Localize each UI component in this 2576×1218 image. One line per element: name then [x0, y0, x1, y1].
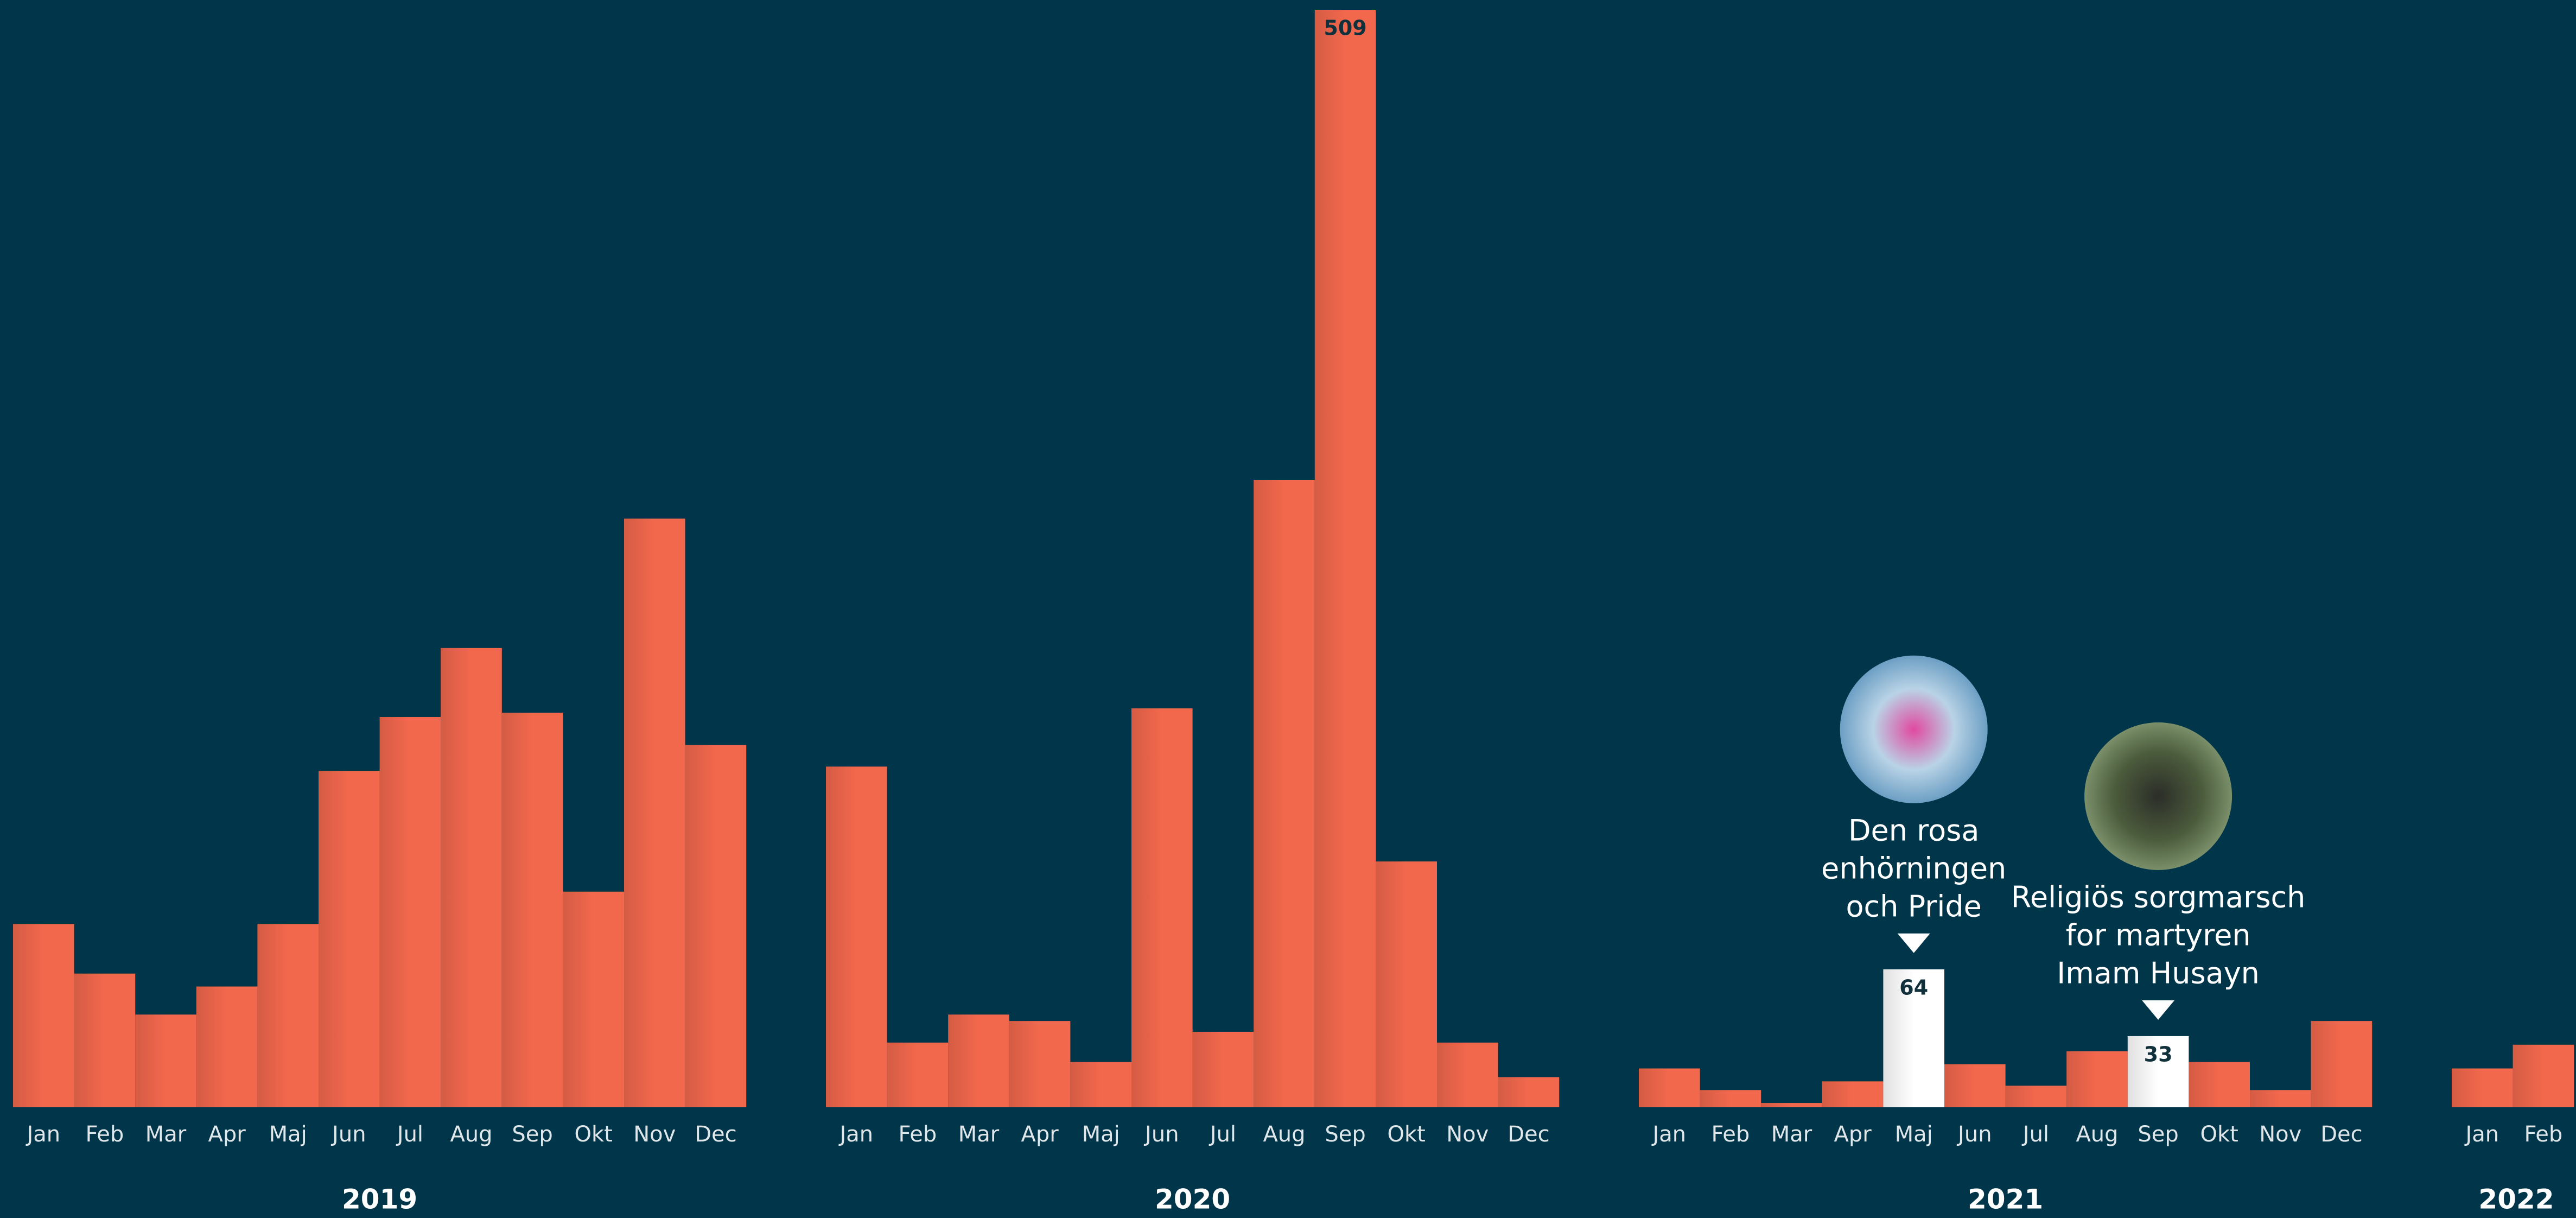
bar-shade: [1437, 1042, 1498, 1107]
bar-shade: [441, 648, 502, 1107]
bar-shade: [685, 745, 747, 1107]
x-tick-label: Nov: [633, 1122, 676, 1147]
bar-shade: [887, 1042, 949, 1107]
x-tick-label: Aug: [2076, 1122, 2118, 1147]
bar-shade: [826, 766, 887, 1107]
bar-shade: [1761, 1103, 1822, 1107]
year-label: 2020: [1155, 1184, 1230, 1215]
annotation-text: Religiös sorgmarsch: [2011, 880, 2306, 915]
x-tick-label: Jul: [2021, 1122, 2049, 1147]
x-tick-label: Jan: [1651, 1122, 1686, 1147]
x-tick-label: Jul: [1209, 1122, 1236, 1147]
value-label: 509: [1324, 16, 1366, 40]
x-tick-label: Dec: [695, 1122, 736, 1147]
annotation-text: och Pride: [1846, 889, 1981, 923]
x-tick-label: Jun: [1143, 1122, 1179, 1147]
x-tick-label: Jan: [25, 1122, 60, 1147]
x-tick-label: Jul: [396, 1122, 423, 1147]
bar-shade: [501, 713, 563, 1107]
value-label: 33: [2144, 1042, 2173, 1066]
annotation-text: for martyren: [2066, 918, 2251, 953]
bar-shade: [1822, 1081, 1884, 1107]
bar-shade: [2066, 1051, 2128, 1107]
bar-shade: [135, 1014, 196, 1107]
annotation-text: Den rosa: [1848, 813, 1979, 847]
year-label: 2021: [1968, 1184, 2043, 1215]
bar-shade: [1254, 480, 1315, 1107]
bar-shade: [13, 924, 74, 1107]
bar-shade: [319, 771, 380, 1107]
annotation-text: enhörningen: [1821, 851, 2006, 885]
bar-shade: [1070, 1062, 1131, 1107]
bar-shade: [2513, 1044, 2574, 1107]
year-label: 2019: [342, 1184, 417, 1215]
x-tick-label: Maj: [269, 1122, 307, 1147]
x-tick-label: Sep: [512, 1122, 552, 1147]
value-label: 64: [1899, 975, 1928, 999]
annotation-text: Imam Husayn: [2057, 956, 2260, 991]
x-tick-label: Feb: [898, 1122, 937, 1147]
x-tick-label: Okt: [1388, 1122, 1426, 1147]
bar-shade: [1498, 1077, 1560, 1107]
bar-shade: [2189, 1062, 2250, 1107]
x-tick-label: Aug: [1263, 1122, 1305, 1147]
x-tick-label: Okt: [2200, 1122, 2238, 1147]
bar-shade: [1376, 861, 1437, 1107]
year-label: 2022: [2478, 1184, 2554, 1215]
pointer: [2142, 1000, 2175, 1020]
x-tick-label: Apr: [1021, 1122, 1059, 1147]
bar-shade: [2311, 1021, 2373, 1107]
x-tick-label: Nov: [2259, 1122, 2301, 1147]
bar-shade: [1314, 10, 1376, 1107]
x-tick-label: Maj: [1895, 1122, 1933, 1147]
x-tick-label: Mar: [145, 1122, 187, 1147]
x-tick-label: Feb: [2524, 1122, 2562, 1147]
x-tick-label: Jan: [2464, 1122, 2499, 1147]
x-tick-label: Aug: [450, 1122, 492, 1147]
bar-shade: [379, 716, 441, 1107]
bar-shade: [74, 973, 136, 1107]
x-tick-label: Dec: [2320, 1122, 2362, 1147]
x-tick-label: Maj: [1082, 1122, 1120, 1147]
bar-shade: [948, 1014, 1009, 1107]
bar-shade: [2127, 1036, 2189, 1107]
bar-shade: [1639, 1068, 1700, 1107]
bar-shade: [257, 924, 319, 1107]
bar-shade: [196, 986, 258, 1107]
pointer: [1897, 933, 1930, 953]
x-tick-label: Mar: [958, 1122, 1000, 1147]
bar-shade: [1883, 969, 1944, 1107]
x-tick-label: Mar: [1771, 1122, 1812, 1147]
bar-shade: [1192, 1031, 1254, 1107]
bar-shade: [2005, 1086, 2067, 1107]
x-tick-label: Jan: [838, 1122, 873, 1147]
bar-shade: [2250, 1090, 2311, 1107]
x-tick-label: Apr: [1834, 1122, 1872, 1147]
x-tick-label: Apr: [208, 1122, 246, 1147]
x-tick-label: Feb: [85, 1122, 124, 1147]
x-tick-label: Sep: [2138, 1122, 2178, 1147]
x-tick-label: Dec: [1508, 1122, 1549, 1147]
bar-shade: [1700, 1090, 1761, 1107]
x-tick-label: Sep: [1325, 1122, 1365, 1147]
bar-shade: [1131, 708, 1193, 1107]
bar-shade: [563, 891, 624, 1107]
x-tick-label: Jun: [330, 1122, 366, 1147]
bar-shade: [1944, 1064, 2006, 1107]
x-tick-label: Nov: [1446, 1122, 1489, 1147]
x-tick-label: Jun: [1956, 1122, 1992, 1147]
bar-shade: [1009, 1021, 1071, 1107]
bar-shade: [2452, 1068, 2513, 1107]
bar-shade: [624, 518, 685, 1108]
annotation-photo: [2084, 722, 2232, 870]
x-tick-label: Feb: [1711, 1122, 1750, 1147]
annotation-photo: [1840, 655, 1988, 803]
x-tick-label: Okt: [575, 1122, 613, 1147]
